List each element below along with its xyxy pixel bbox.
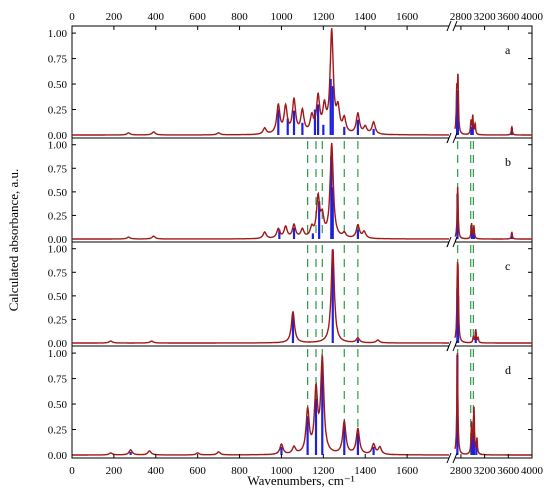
x-tick-label: 1600 [396,11,419,23]
x-tick-label: 1200 [312,11,335,23]
axis-break-mark [446,452,452,464]
y-axis-title: Calculated absorbance, a.u. [6,169,21,312]
y-tick-label: 0.25 [48,425,68,437]
x-tick-label: 400 [148,11,165,23]
panel-letter: b [505,155,511,169]
panel-frame [71,241,533,347]
x-tick-label: 400 [148,465,165,477]
x-tick-label: 1400 [354,465,377,477]
x-tick-label: 600 [189,465,206,477]
y-tick-label: 0.25 [48,210,68,222]
x-tick-label: 0 [69,11,75,23]
axis-break-mark [446,340,452,352]
x-tick-label: 1000 [270,465,293,477]
x-tick-label: 0 [69,465,75,477]
y-tick-label: 0.75 [48,54,68,66]
panel-letter: a [505,43,511,57]
y-tick-label: 0.00 [48,338,68,350]
y-tick-label: 0.50 [48,291,68,303]
panel-frame [71,345,533,459]
y-tick-label: 1.00 [48,140,68,152]
axis-break-mark [452,20,458,32]
x-tick-label: 200 [106,11,123,23]
axis-break-mark [452,132,458,144]
y-tick-label: 0.00 [48,234,68,246]
envelope-curve [454,186,532,240]
x-tick-label: 3200 [474,11,497,23]
y-tick-label: 0.75 [48,163,68,175]
x-tick-label: 800 [231,11,248,23]
x-tick-label: 3600 [497,11,520,23]
spectrum-panel-a: 0.00 0.25 0.50 0.75 1.00 a [48,20,533,144]
spectrum-panel-b: 0.00 0.25 0.50 0.75 1.00 b [48,132,533,248]
x-tick-label: 1200 [312,465,335,477]
panel-frame [71,25,533,139]
x-tick-label: 1000 [270,11,293,23]
y-tick-label: 0.25 [48,314,68,326]
spectrum-panel-c: 0.00 0.25 0.50 0.75 1.00 c [48,236,533,352]
y-tick-label: 0.00 [48,130,68,142]
x-tick-label: 200 [106,465,123,477]
axis-break-mark [446,20,452,32]
spectrum-panel-d: 0.00 0.25 0.50 0.75 1.00 d [48,340,533,464]
x-tick-label: 4000 [521,465,544,477]
y-tick-label: 0.50 [48,187,68,199]
envelope-curve [454,73,532,136]
axis-break-gap [449,237,455,247]
envelope-curve [72,28,449,136]
axis-break-mark [452,452,458,464]
axis-break-gap [449,341,455,351]
x-tick-label: 1600 [396,465,419,477]
envelope-curve [72,249,449,344]
axis-break-gap [449,453,455,463]
x-tick-label: 2800 [450,11,473,23]
panel-letter: d [505,363,511,377]
x-tick-label: 2800 [450,465,473,477]
y-tick-label: 1.00 [48,244,68,256]
y-tick-label: 0.25 [48,105,68,117]
panel-frame [71,137,533,243]
x-tick-label: 3600 [497,465,520,477]
top-x-axis: 0 200 400 600 800 1000 1200 1400 1600 2800 3200 360… [69,11,544,30]
y-tick-label: 0.50 [48,79,68,91]
axis-break-mark [446,236,452,248]
envelope-curve [454,352,532,456]
x-tick-label: 4000 [521,11,544,23]
spectra-panels: 0.00 0.25 0.50 0.75 1.00 a 0.00 0.25 0.50 0.75 1.0… [48,20,533,464]
axis-break-mark [452,340,458,352]
x-axis-title: Wavenumbers, cm⁻¹ [247,473,354,488]
y-tick-label: 1.00 [48,348,68,360]
axis-break-mark [452,236,458,248]
axis-break-mark [446,132,452,144]
axis-break-gap [449,21,455,31]
panel-letter: c [505,259,510,273]
envelope-curve [72,353,449,456]
envelope-curve [72,142,449,240]
x-tick-label: 600 [189,11,206,23]
envelope-curve [454,261,532,344]
x-tick-label: 800 [231,465,248,477]
y-tick-label: 0.75 [48,374,68,386]
y-tick-label: 1.00 [48,28,68,40]
y-tick-label: 0.75 [48,267,68,279]
y-tick-label: 0.00 [48,450,68,462]
axis-break-gap [449,133,455,143]
bottom-x-axis: 0 200 400 600 800 1000 1200 1400 1600 2800 3200 360… [69,454,544,477]
x-tick-label: 3200 [474,465,497,477]
x-tick-label: 1400 [354,11,377,23]
y-tick-label: 0.50 [48,399,68,411]
